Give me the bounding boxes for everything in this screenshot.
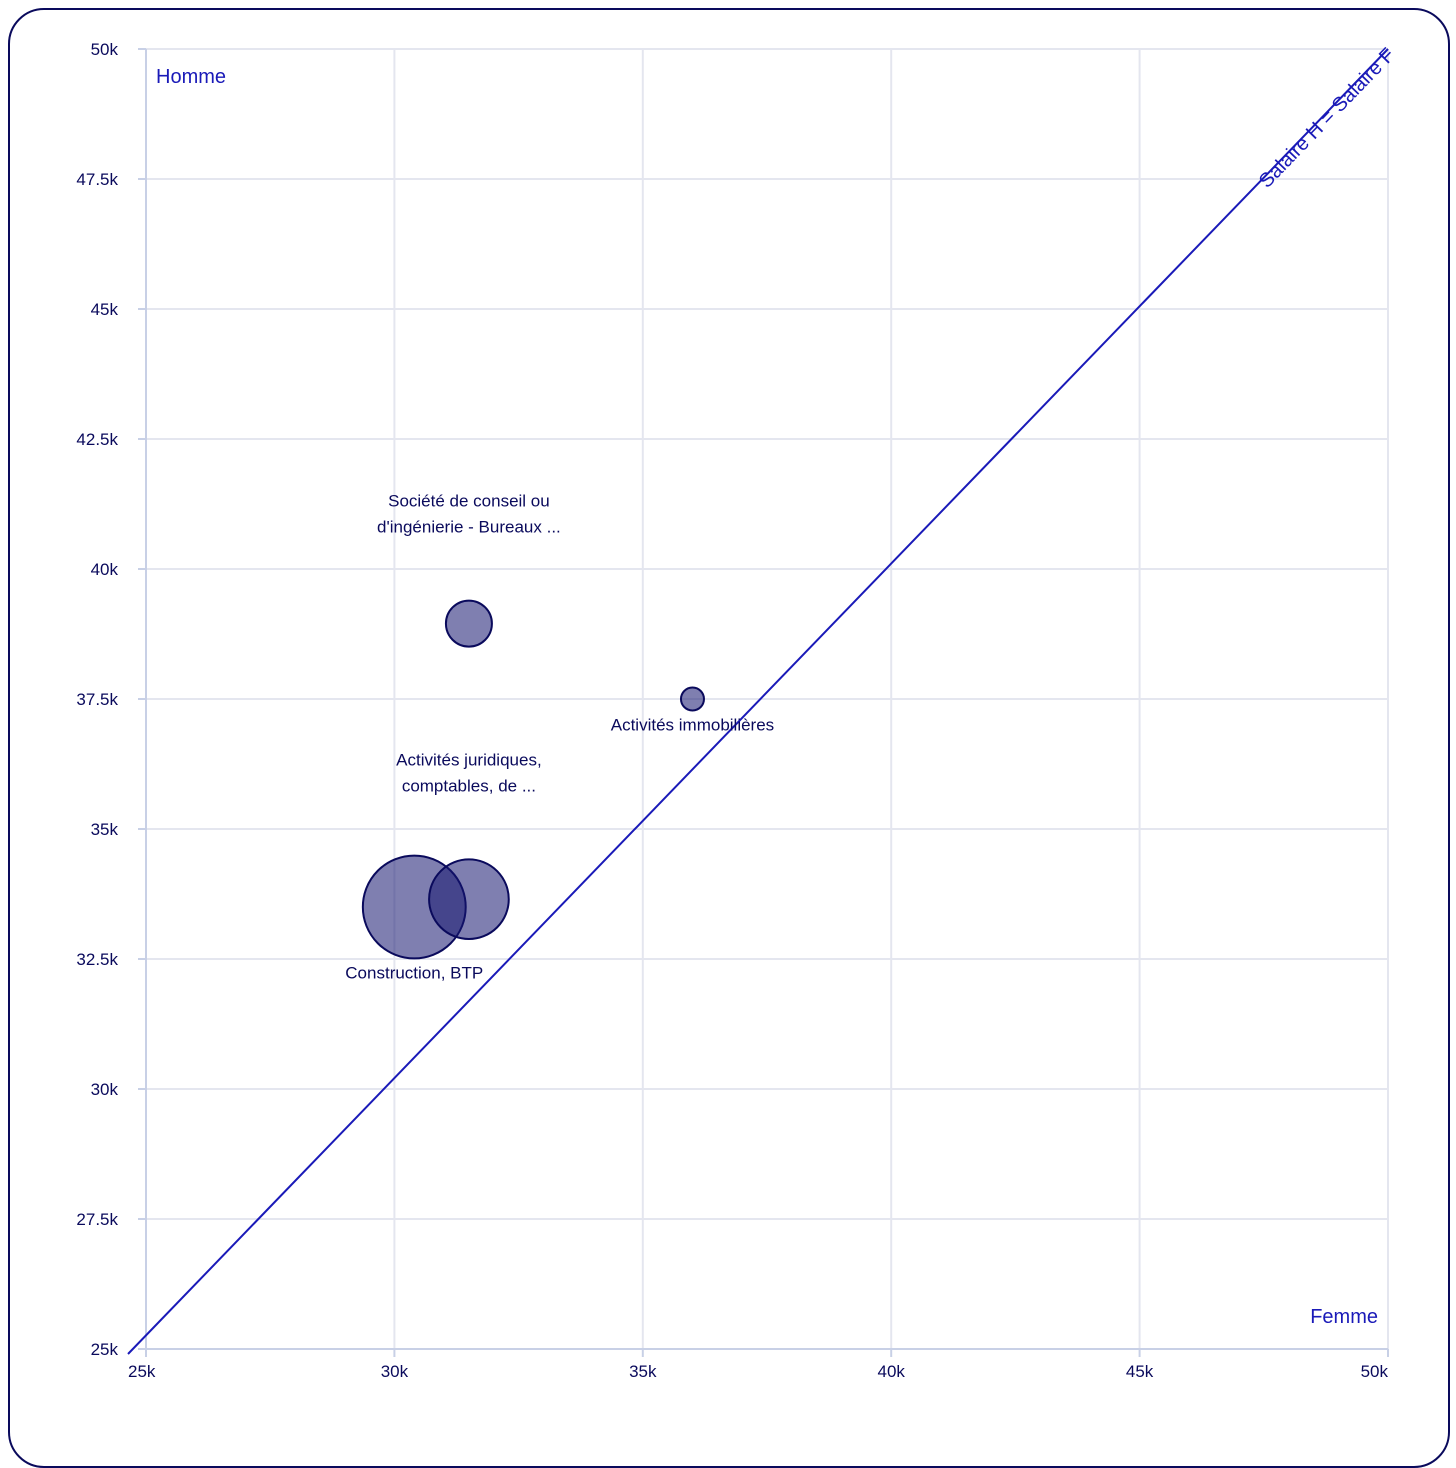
y-tick-label: 47.5k bbox=[76, 170, 118, 189]
y-tick-label: 25k bbox=[91, 1340, 119, 1359]
bubble-label: Construction, BTP bbox=[345, 963, 483, 982]
bubble-label: Activités juridiques, comptables, de ... bbox=[396, 750, 542, 795]
x-tick-label: 30k bbox=[381, 1362, 409, 1381]
bubble-label-line: Société de conseil ou bbox=[388, 492, 550, 511]
bubbles bbox=[361, 599, 705, 960]
y-axis-title: Homme bbox=[156, 66, 226, 88]
y-tick-label: 42.5k bbox=[76, 430, 118, 449]
bubble-label-line: Activités immobilières bbox=[611, 716, 774, 735]
bubble-label: Société de conseil ou d'ingénierie - Bure… bbox=[377, 492, 561, 537]
chart-frame bbox=[8, 8, 1450, 1468]
reference-line-label: Salaire H = Salaire F bbox=[1255, 44, 1399, 192]
y-tick-label: 45k bbox=[91, 300, 119, 319]
y-tick-label: 32.5k bbox=[76, 950, 118, 969]
bubble bbox=[679, 686, 705, 712]
y-tick-label: 50k bbox=[91, 40, 119, 59]
y-tick-label: 27.5k bbox=[76, 1210, 118, 1229]
x-tick-label: 25k bbox=[128, 1362, 156, 1381]
bubble-label-line: comptables, de ... bbox=[402, 776, 536, 795]
x-axis-title: Femme bbox=[1310, 1306, 1378, 1328]
bubble-label-line: d'ingénierie - Bureaux ... bbox=[377, 518, 561, 537]
y-tick-label: 40k bbox=[91, 560, 119, 579]
axes: 25k 30k 35k 40k 45k 50k 25k 27.5k 30k 32.5k 35k 37.… bbox=[76, 40, 1389, 1381]
x-tick-label: 35k bbox=[629, 1362, 657, 1381]
bubble-label: Activités immobilières bbox=[611, 716, 774, 735]
x-tick-label: 50k bbox=[1361, 1362, 1389, 1381]
gridlines bbox=[146, 48, 1389, 1349]
bubble bbox=[428, 858, 510, 941]
bubble bbox=[444, 599, 493, 648]
x-tick-label: 40k bbox=[877, 1362, 905, 1381]
bubble-label-line: Construction, BTP bbox=[345, 963, 483, 982]
y-tick-label: 35k bbox=[91, 820, 119, 839]
diagonal-line bbox=[127, 48, 1389, 1355]
y-tick-label: 37.5k bbox=[76, 690, 118, 709]
bubble-label-line: Activités juridiques, bbox=[396, 750, 542, 769]
y-tick-label: 30k bbox=[91, 1080, 119, 1099]
x-tick-label: 45k bbox=[1126, 1362, 1154, 1381]
point-labels: Construction, BTP Activités juridiques, co… bbox=[345, 492, 774, 983]
